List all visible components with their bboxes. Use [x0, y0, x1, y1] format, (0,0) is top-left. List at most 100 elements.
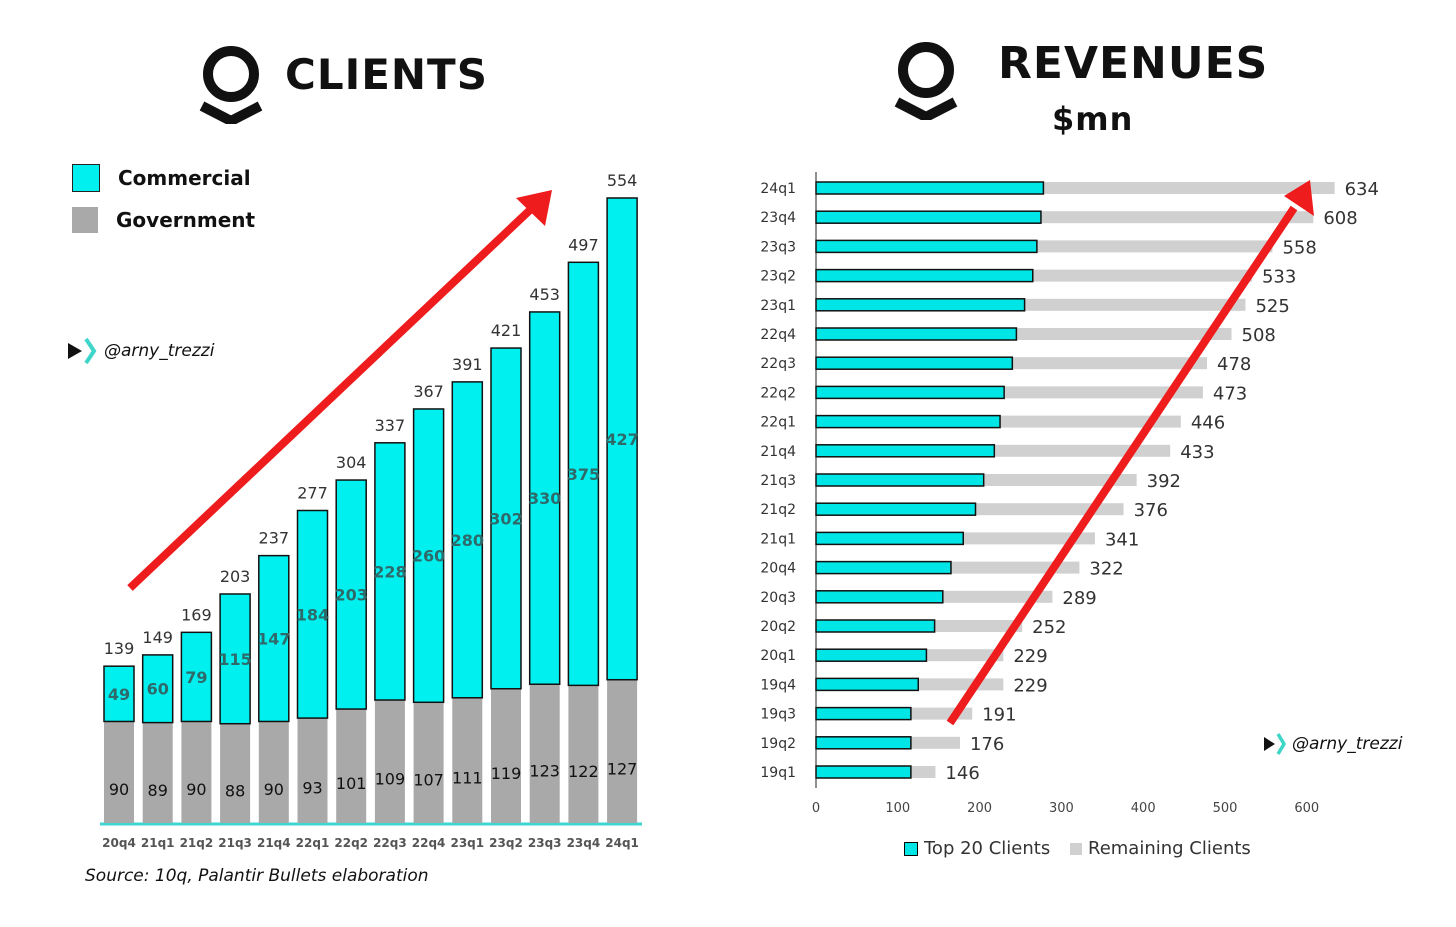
bar-top20-23q1	[815, 298, 1026, 312]
bar-government-20q4	[104, 721, 134, 823]
label-commercial-23q3: 330	[528, 489, 561, 508]
label-commercial-21q1: 60	[147, 680, 169, 699]
tick-label-22q4: 22q4	[412, 836, 446, 850]
bar-remaining-21q3	[983, 474, 1137, 486]
bar-top20-23q3	[815, 239, 1038, 254]
tick-label-23q4: 23q4	[567, 836, 601, 850]
bar-government-24q1	[607, 679, 638, 823]
legend-government-swatch	[72, 207, 98, 233]
bar-government-23q4	[568, 685, 599, 823]
label-total-21q3: 392	[1147, 471, 1181, 492]
bar-remaining-23q4	[1040, 211, 1314, 224]
tick-label-23q3: 23q3	[760, 239, 796, 255]
legend-top20: Top 20 Clients	[904, 838, 1050, 859]
trend-arrow-shaft-right	[946, 205, 1298, 726]
bar-top20-21q1	[815, 531, 964, 546]
bar-government-22q1	[297, 718, 328, 823]
label-total-20q1: 229	[1013, 646, 1047, 667]
bar-remaining-19q1	[910, 766, 936, 778]
bar-top20-23q2	[815, 268, 1034, 283]
tick-label-24q1: 24q1	[760, 181, 796, 197]
tick-label-23q1: 23q1	[760, 298, 796, 314]
label-government-23q2: 119	[491, 764, 522, 783]
bar-top20-19q4	[815, 677, 919, 692]
bar-commercial-22q2	[335, 479, 367, 710]
label-total-23q1: 525	[1255, 296, 1289, 317]
label-government-22q2: 101	[336, 774, 367, 793]
legend-top20-label: Top 20 Clients	[924, 838, 1051, 859]
bar-government-21q1	[142, 722, 173, 823]
bar-remaining-19q4	[918, 678, 1004, 691]
label-commercial-23q1: 280	[451, 531, 484, 550]
legend-remaining: Remaining Clients	[1070, 838, 1251, 859]
label-government-23q3: 123	[529, 762, 560, 781]
x-tick-100: 100	[885, 801, 910, 816]
tick-label-21q3: 21q3	[760, 473, 796, 489]
label-government-24q1: 127	[607, 759, 638, 778]
bar-top20-19q2	[815, 736, 912, 750]
bar-remaining-19q2	[910, 736, 960, 749]
label-commercial-22q2: 203	[334, 586, 367, 605]
bar-remaining-23q3	[1036, 240, 1273, 253]
bar-remaining-20q3	[942, 590, 1053, 603]
bar-government-22q2	[336, 709, 367, 823]
play-chevron-icon	[1264, 733, 1287, 755]
bar-commercial-22q3	[374, 442, 406, 701]
legend-remaining-swatch	[1070, 842, 1082, 855]
bar-remaining-22q2	[1004, 386, 1203, 399]
label-government-21q3: 88	[225, 781, 245, 800]
tick-label-22q4: 22q4	[760, 327, 796, 343]
bar-commercial-21q2	[180, 631, 213, 723]
bar-top20-20q4	[815, 560, 952, 575]
label-total-23q2: 533	[1262, 267, 1296, 288]
clients-chart: 90 49 139 20q4 89 60 149 21q1 90 79 169 21q2 88 115 20…	[100, 171, 642, 850]
clients-title: CLIENTS	[285, 50, 488, 99]
x-tick-300: 300	[1049, 801, 1074, 816]
label-total-20q4: 322	[1089, 559, 1123, 580]
tick-label-20q3: 20q3	[760, 590, 796, 606]
tick-label-19q3: 19q3	[760, 707, 796, 723]
bar-remaining-20q2	[934, 620, 1023, 632]
label-total-22q2: 304	[336, 453, 367, 472]
tick-label-23q4: 23q4	[760, 210, 796, 226]
label-total-23q2: 421	[491, 321, 522, 340]
bar-remaining-22q1	[1000, 415, 1181, 428]
label-total-23q3: 453	[529, 285, 560, 304]
bar-government-21q2	[181, 721, 212, 823]
label-total-19q3: 191	[982, 705, 1016, 726]
bar-top20-22q3	[815, 356, 1014, 370]
tick-label-22q3: 22q3	[760, 356, 796, 372]
tick-label-23q2: 23q2	[489, 836, 523, 850]
legend-commercial-label: Commercial	[118, 166, 251, 190]
label-government-23q1: 111	[452, 768, 483, 787]
label-total-21q4: 237	[259, 529, 290, 548]
label-total-23q4: 608	[1323, 208, 1357, 229]
bar-commercial-22q4	[412, 408, 445, 704]
bar-government-23q2	[491, 688, 521, 823]
tick-label-21q2: 21q2	[180, 836, 214, 850]
trend-arrow-shaft	[127, 207, 533, 591]
bar-government-22q3	[374, 700, 405, 823]
revenues-chart: 24q1 634 23q4 608 23q3 558 23q2 533 23q1 525 22q4 5…	[760, 172, 1379, 816]
bar-remaining-21q2	[975, 503, 1124, 516]
label-total-20q4: 139	[104, 639, 135, 658]
bar-top20-22q4	[815, 327, 1018, 341]
author-handle-right-text: @arny_trezzi	[1292, 734, 1403, 754]
tick-label-21q4: 21q4	[257, 836, 291, 850]
bar-remaining-23q1	[1024, 298, 1246, 311]
label-commercial-21q4: 147	[257, 630, 290, 649]
label-total-22q4: 508	[1242, 325, 1276, 346]
tick-label-22q1: 22q1	[760, 415, 796, 431]
tick-label-22q3: 22q3	[373, 836, 407, 850]
label-total-24q1: 554	[607, 171, 638, 190]
label-government-22q3: 109	[375, 770, 406, 789]
x-tick-400: 400	[1131, 801, 1156, 816]
bar-top20-19q1	[815, 765, 912, 779]
x-tick-0: 0	[812, 801, 820, 816]
tick-label-22q2: 22q2	[334, 836, 368, 850]
legend-commercial-swatch	[72, 164, 100, 192]
label-total-21q1: 341	[1105, 529, 1139, 550]
label-government-20q4: 90	[109, 780, 129, 799]
bar-government-23q1	[452, 697, 483, 823]
label-total-21q4: 433	[1180, 442, 1214, 463]
